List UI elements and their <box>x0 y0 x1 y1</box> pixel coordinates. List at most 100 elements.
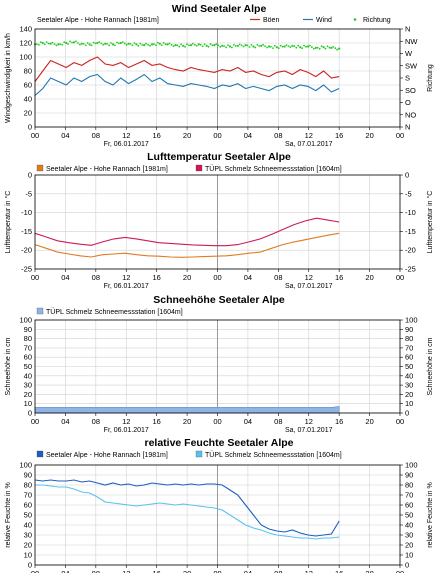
y-right-tick-label: 80 <box>405 334 413 343</box>
y-tick-label: 50 <box>24 362 32 371</box>
direction-point <box>312 47 315 50</box>
direction-point <box>240 44 243 47</box>
y-axis-label-right: Lufttemperatur in °C <box>426 191 434 254</box>
y-right-tick-label: -25 <box>405 265 416 274</box>
x-tick-label: 12 <box>122 131 130 140</box>
direction-point <box>264 45 266 47</box>
direction-point <box>195 44 198 47</box>
legend-swatch <box>195 450 203 458</box>
legend-swatch <box>36 450 44 458</box>
direction-point <box>111 43 115 46</box>
legend-label: TÜPL Schmelz Schneemessstation [1604m] <box>46 308 183 316</box>
x-tick-label: 00 <box>396 569 404 573</box>
direction-point <box>162 42 165 44</box>
direction-point <box>133 42 136 44</box>
y-tick-label: 100 <box>19 53 32 62</box>
direction-point <box>260 44 263 47</box>
legend-label: TÜPL Schmelz Schneemessstation [1604m] <box>205 165 342 173</box>
direction-point <box>71 41 73 44</box>
date-label: Sa, 07.01.2017 <box>285 427 333 434</box>
direction-point <box>166 43 169 46</box>
y-axis-label-right: Schneehöhe in cm <box>427 337 434 395</box>
y-tick-label: 60 <box>24 81 32 90</box>
direction-point <box>164 43 167 46</box>
y-tick-label: 80 <box>24 334 32 343</box>
x-tick-label: 12 <box>305 273 313 282</box>
direction-point <box>275 46 278 49</box>
x-tick-label: 08 <box>92 131 100 140</box>
direction-point <box>201 45 204 48</box>
chart-humidity: relative Feuchte Seetaler Alpe Seetaler A… <box>5 437 434 573</box>
x-tick-label: 08 <box>92 569 100 573</box>
y-tick-label: 40 <box>24 95 32 104</box>
direction-point <box>223 45 226 47</box>
direction-point <box>303 44 305 47</box>
direction-point <box>242 45 245 48</box>
date-label: Sa, 07.01.2017 <box>285 283 333 290</box>
chart-temp: Lufttemperatur Seetaler Alpe Seetaler Alp… <box>4 151 434 290</box>
direction-point <box>189 44 193 47</box>
y-axis-label-right: relative Feuchte in % <box>427 482 434 547</box>
direction-point <box>254 46 257 49</box>
y-right-tick-label: 40 <box>405 521 413 530</box>
x-tick-label: 04 <box>244 417 252 426</box>
y-right-tick-label: 90 <box>405 325 413 334</box>
y-axis-label-right: Richtung <box>427 64 434 92</box>
x-tick-label: 04 <box>61 131 69 140</box>
y-right-tick-label: 20 <box>405 390 413 399</box>
direction-point <box>82 43 85 45</box>
direction-point <box>306 45 310 48</box>
direction-point <box>277 47 280 50</box>
legend-swatch <box>353 18 357 21</box>
direction-point <box>283 45 286 48</box>
direction-point <box>100 42 103 45</box>
x-tick-label: 00 <box>31 569 39 573</box>
y-tick-label: 30 <box>24 531 32 540</box>
direction-point <box>84 44 87 47</box>
direction-point <box>228 45 232 48</box>
y-tick-label: 80 <box>24 67 32 76</box>
legend-label: Böen <box>263 17 279 24</box>
direction-point <box>149 44 151 47</box>
direction-point <box>295 46 298 49</box>
direction-point <box>158 42 161 45</box>
direction-point <box>330 46 333 50</box>
direction-point <box>266 46 268 49</box>
y-axis-label: Lufttemperatur in °C <box>4 191 12 254</box>
y-right-tick-label: 70 <box>405 491 413 500</box>
y-right-tick-label: W <box>405 49 413 58</box>
direction-point <box>137 44 140 47</box>
y-tick-label: 100 <box>19 461 32 470</box>
y-tick-label: 60 <box>24 501 32 510</box>
direction-point <box>267 45 271 48</box>
y-tick-label: 90 <box>24 325 32 334</box>
series-line <box>34 217 340 247</box>
direction-point <box>170 43 173 46</box>
direction-point <box>86 42 89 44</box>
chart-wind: Wind Seetaler Alpe Seetaler Alpe - Hohe R… <box>5 3 434 148</box>
x-tick-label: 00 <box>396 131 404 140</box>
direction-point <box>129 43 132 45</box>
x-tick-label: 20 <box>183 569 191 573</box>
direction-point <box>217 44 220 47</box>
series-line <box>35 484 340 540</box>
direction-point <box>110 42 112 44</box>
direction-point <box>63 41 66 43</box>
legend-swatch <box>36 307 44 315</box>
direction-point <box>233 44 235 46</box>
x-tick-label: 08 <box>274 273 282 282</box>
y-tick-label: 20 <box>24 541 32 550</box>
y-tick-label: 80 <box>24 481 32 490</box>
y-right-tick-label: 10 <box>405 399 413 408</box>
y-right-tick-label: -20 <box>405 246 416 255</box>
y-tick-label: 60 <box>24 353 32 362</box>
x-tick-label: 08 <box>274 131 282 140</box>
direction-point <box>51 41 54 44</box>
y-right-tick-label: 40 <box>405 371 413 380</box>
direction-point <box>59 43 62 45</box>
y-right-tick-label: 30 <box>405 381 413 390</box>
direction-point <box>184 45 187 48</box>
y-right-tick-label: 30 <box>405 531 413 540</box>
direction-point <box>316 46 319 49</box>
legend-swatch <box>195 164 203 172</box>
